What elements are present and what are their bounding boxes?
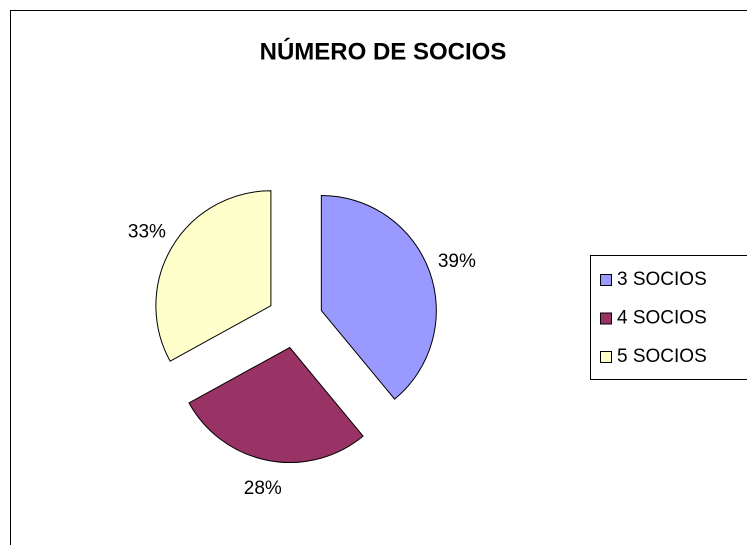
pie-slice [188, 346, 364, 464]
legend-label: 5 SOCIOS [617, 346, 707, 367]
chart-title: NÚMERO DE SOCIOS [260, 37, 507, 65]
pie-slice [320, 195, 437, 400]
legend-swatch [600, 351, 612, 363]
pie-slice [155, 190, 272, 362]
data-label: 28% [244, 478, 282, 499]
data-label: 39% [438, 251, 476, 272]
legend-swatch [600, 274, 612, 286]
legend-label: 3 SOCIOS [617, 269, 707, 290]
legend-label: 4 SOCIOS [617, 308, 707, 329]
legend-swatch [600, 312, 612, 325]
data-label: 33% [128, 221, 166, 242]
legend-box [590, 255, 747, 380]
